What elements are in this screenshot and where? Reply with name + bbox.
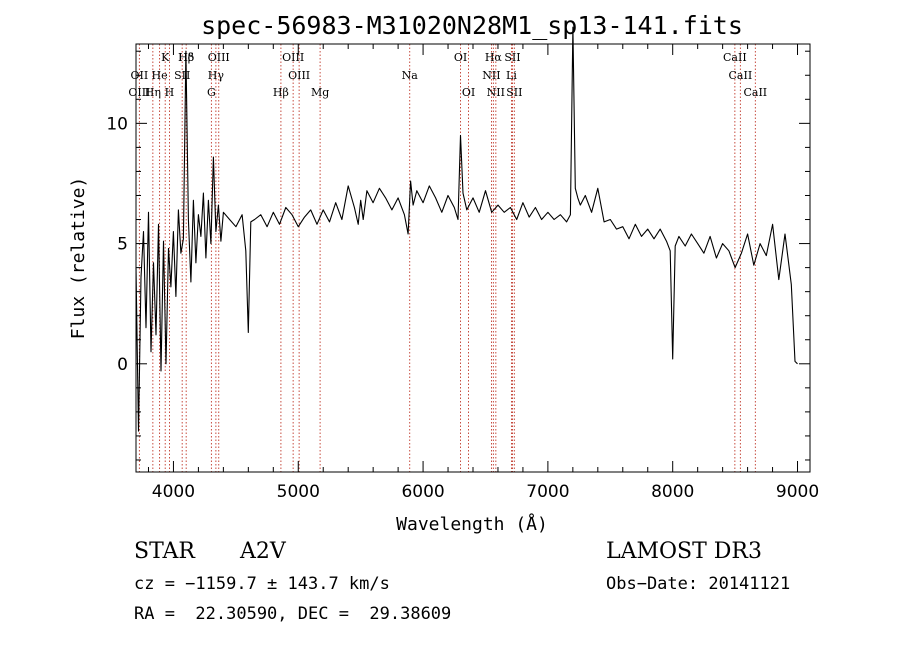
y-tick-label: 10 <box>106 114 128 134</box>
survey-name: LAMOST DR3 <box>606 539 762 564</box>
x-tick-label: 5000 <box>277 482 320 502</box>
line-marker-label: He <box>152 69 168 82</box>
line-marker-label: Hη <box>145 86 161 99</box>
spectral-line-markers <box>138 44 756 472</box>
line-marker-label: Na <box>402 69 419 82</box>
coordinates: RA = 22.30590, DEC = 29.38609 <box>134 604 452 624</box>
object-subclass: A2V <box>240 539 286 564</box>
x-tick-label: 8000 <box>651 482 694 502</box>
x-axis-ticks: 4000 5000 6000 7000 8000 9000 <box>147 44 819 502</box>
x-tick-label: 6000 <box>401 482 444 502</box>
x-axis-label: Wavelength (Å) <box>396 513 548 535</box>
line-marker-label: OIII <box>282 51 304 64</box>
redshift-cz: cz = −1159.7 ± 143.7 km/s <box>134 574 390 594</box>
line-marker-label: SII <box>174 69 190 82</box>
line-marker-label: G <box>207 86 216 99</box>
line-marker-label: SII <box>504 51 520 64</box>
chart-title: spec-56983-M31020N28M1_sp13-141.fits <box>201 11 743 40</box>
line-marker-label: OIII <box>128 86 150 99</box>
y-tick-label: 5 <box>117 235 128 255</box>
observation-date: Obs−Date: 20141121 <box>606 574 791 594</box>
object-class: STAR <box>134 539 195 564</box>
line-marker-label: NII <box>487 86 505 99</box>
line-marker-label: K <box>161 51 170 64</box>
line-marker-label: H <box>165 86 175 99</box>
line-marker-label: Hα <box>485 51 503 64</box>
line-marker-label: NII <box>482 69 500 82</box>
line-marker-label: CaII <box>729 69 753 82</box>
x-tick-label: 4000 <box>152 482 195 502</box>
line-marker-label: Hγ <box>208 69 225 82</box>
line-marker-label: OIII <box>288 69 310 82</box>
y-axis-ticks: 0 5 10 <box>106 50 810 461</box>
line-marker-label: CaII <box>723 51 747 64</box>
spectrum-line <box>135 26 798 432</box>
x-tick-label: 9000 <box>776 482 819 502</box>
x-tick-label: 7000 <box>526 482 569 502</box>
y-axis-label: Flux (relative) <box>68 177 89 340</box>
plot-frame <box>135 43 811 473</box>
line-marker-label: OI <box>462 86 475 99</box>
y-tick-label: 0 <box>117 355 128 375</box>
line-marker-label: CaII <box>743 86 767 99</box>
line-marker-label: SII <box>506 86 522 99</box>
line-marker-label: Li <box>506 69 517 82</box>
line-marker-label: Mg <box>311 86 329 99</box>
line-marker-label: Hβ <box>273 86 289 99</box>
line-marker-label: OIII <box>208 51 230 64</box>
line-marker-label: OI <box>454 51 467 64</box>
